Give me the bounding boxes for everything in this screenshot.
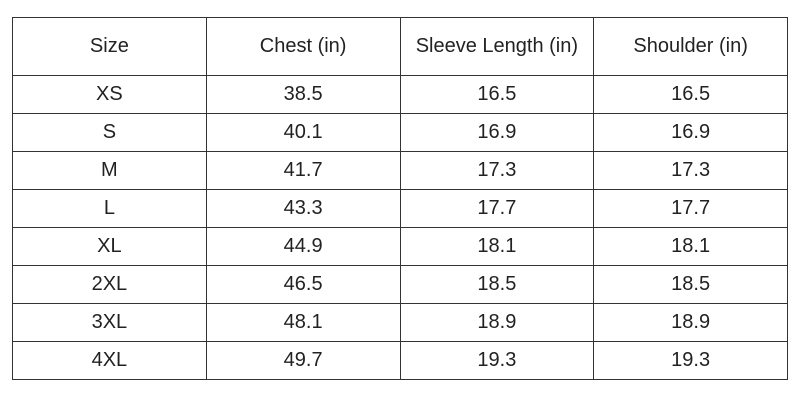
table-cell: 18.9: [593, 303, 788, 342]
table-cell: XS: [12, 75, 207, 114]
table-row: 2XL 46.5 18.5 18.5: [12, 265, 788, 304]
table-cell: 4XL: [12, 341, 207, 380]
table-cell: 18.5: [593, 265, 788, 304]
header-row: Size Chest (in) Sleeve Length (in) Shoulder…: [12, 17, 788, 76]
table-cell: 17.3: [399, 151, 595, 190]
table-row: 3XL 48.1 18.9 18.9: [12, 303, 788, 342]
table-cell: 18.9: [399, 303, 595, 342]
header-cell: Sleeve Length (in): [399, 17, 595, 76]
table-cell: 46.5: [205, 265, 401, 304]
table-cell: M: [12, 151, 207, 190]
table-row: XL 44.9 18.1 18.1: [12, 227, 788, 266]
table-cell: XL: [12, 227, 207, 266]
table-cell: 17.7: [399, 189, 595, 228]
table-row: XS 38.5 16.5 16.5: [12, 75, 788, 114]
table-cell: 18.5: [399, 265, 595, 304]
table-cell: 38.5: [205, 75, 401, 114]
table-cell: 18.1: [593, 227, 788, 266]
table-row: M 41.7 17.3 17.3: [12, 151, 788, 190]
table-cell: 44.9: [205, 227, 401, 266]
table-cell: 18.1: [399, 227, 595, 266]
table-cell: 43.3: [205, 189, 401, 228]
table-cell: S: [12, 113, 207, 152]
table-cell: 16.5: [399, 75, 595, 114]
table-cell: 16.5: [593, 75, 788, 114]
table-row: L 43.3 17.7 17.7: [12, 189, 788, 228]
table-row: S 40.1 16.9 16.9: [12, 113, 788, 152]
table-cell: 48.1: [205, 303, 401, 342]
table-cell: 19.3: [399, 341, 595, 380]
table-cell: 17.7: [593, 189, 788, 228]
table-cell: 16.9: [399, 113, 595, 152]
table-header: Size Chest (in) Sleeve Length (in) Shoulder…: [12, 17, 788, 76]
table-cell: 49.7: [205, 341, 401, 380]
table-cell: 40.1: [205, 113, 401, 152]
header-cell: Shoulder (in): [593, 17, 788, 76]
table-cell: 16.9: [593, 113, 788, 152]
table-cell: 3XL: [12, 303, 207, 342]
table-cell: 2XL: [12, 265, 207, 304]
table-row: 4XL 49.7 19.3 19.3: [12, 341, 788, 380]
size-table: Size Chest (in) Sleeve Length (in) Shoulder…: [12, 17, 788, 380]
table-cell: 19.3: [593, 341, 788, 380]
table-cell: 41.7: [205, 151, 401, 190]
header-cell: Chest (in): [205, 17, 401, 76]
table-body: XS 38.5 16.5 16.5 S 40.1 16.9 16.9 M 41.7 17.3 17.3…: [12, 75, 788, 380]
table-cell: 17.3: [593, 151, 788, 190]
table-cell: L: [12, 189, 207, 228]
header-cell: Size: [12, 17, 207, 76]
